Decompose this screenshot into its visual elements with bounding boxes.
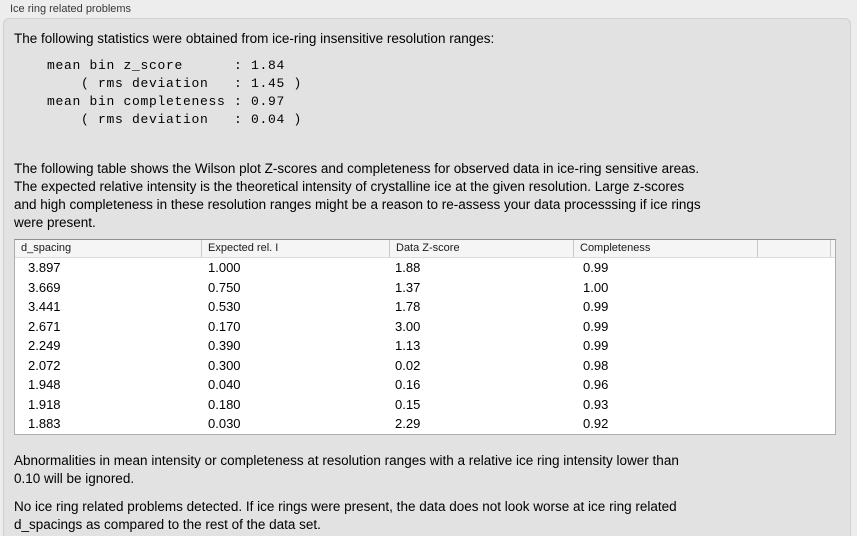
column-header-1[interactable]: Expected rel. I xyxy=(201,240,389,257)
table-cell: 0.16 xyxy=(395,377,421,392)
table-row-filler xyxy=(757,414,835,434)
table-cell: 0.92 xyxy=(583,416,609,431)
table-cell: 0.98 xyxy=(583,357,609,373)
conclusion-text: No ice ring related problems detected. I… xyxy=(14,498,677,532)
table-cell: 0.300 xyxy=(208,357,241,373)
table-row-filler xyxy=(757,278,835,298)
column-header-0[interactable]: d_spacing xyxy=(21,242,72,254)
table-cell: 0.390 xyxy=(208,338,241,353)
table-cell: 1.00 xyxy=(583,279,609,295)
table-cell: 1.000 xyxy=(208,260,241,275)
table-cell: 2.249 xyxy=(28,338,61,353)
table-row[interactable]: 3.441 0.530 1.78 0.99 xyxy=(15,297,835,317)
group-box-title: Ice ring related problems xyxy=(10,3,132,15)
table-row-filler xyxy=(757,375,835,395)
table-row-filler xyxy=(757,395,835,415)
table-cell: 0.030 xyxy=(208,416,241,431)
table-cell: 1.88 xyxy=(395,260,421,275)
table-description-text: The following table shows the Wilson plo… xyxy=(14,161,701,230)
table-cell: 3.441 xyxy=(28,299,61,314)
table-cell: 1.883 xyxy=(28,416,61,431)
table-cell: 3.00 xyxy=(395,318,421,334)
table-cell: 1.78 xyxy=(395,299,421,314)
table-cell: 2.072 xyxy=(28,357,61,373)
table-row[interactable]: 3.669 0.750 1.37 1.00 xyxy=(15,278,835,298)
table-cell: 3.897 xyxy=(28,260,61,275)
column-header-4[interactable] xyxy=(757,240,830,257)
table-cell: 0.99 xyxy=(583,299,609,314)
table-cell: 1.918 xyxy=(28,396,61,412)
table-row[interactable]: 1.883 0.030 2.29 0.92 xyxy=(15,414,835,434)
table-cell: 0.530 xyxy=(208,299,241,314)
ignore-note-text: Abnormalities in mean intensity or compl… xyxy=(14,452,679,486)
table-cell: 0.96 xyxy=(583,377,609,392)
column-header-3[interactable]: Completeness xyxy=(573,240,757,257)
table-cell: 0.02 xyxy=(395,357,421,373)
table-cell: 1.37 xyxy=(395,279,421,295)
table-cell: 2.29 xyxy=(395,416,421,431)
table-cell: 0.99 xyxy=(583,338,609,353)
table-cell: 0.99 xyxy=(583,260,609,275)
table-cell: 0.750 xyxy=(208,279,241,295)
table-row[interactable]: 3.897 1.000 1.88 0.99 xyxy=(15,258,835,278)
ice-ring-table[interactable]: d_spacing Expected rel. I Data Z-score Comp… xyxy=(14,239,836,435)
table-row[interactable]: 2.671 0.170 3.00 0.99 xyxy=(15,317,835,337)
table-cell: 2.671 xyxy=(28,318,61,334)
table-cell: 1.13 xyxy=(395,338,421,353)
table-row-filler xyxy=(757,297,835,317)
table-cell: 1.948 xyxy=(28,377,61,392)
table-row-filler xyxy=(757,317,835,337)
table-row[interactable]: 1.918 0.180 0.15 0.93 xyxy=(15,395,835,415)
table-body: 3.897 1.000 1.88 0.99 3.669 0.750 1.37 1.00 3.44… xyxy=(15,258,835,434)
table-row-filler xyxy=(757,336,835,356)
table-cell: 0.170 xyxy=(208,318,241,334)
table-cell: 3.669 xyxy=(28,279,61,295)
table-cell: 0.93 xyxy=(583,396,609,412)
table-row[interactable]: 2.072 0.300 0.02 0.98 xyxy=(15,356,835,376)
table-header: d_spacing Expected rel. I Data Z-score Comp… xyxy=(15,240,835,258)
column-header-filler xyxy=(830,240,835,257)
ice-ring-group-box: The following statistics were obtained f… xyxy=(3,18,851,536)
table-cell: 0.99 xyxy=(583,318,609,334)
column-header-2[interactable]: Data Z-score xyxy=(389,240,573,257)
stats-block: mean bin z_score : 1.84 ( rms deviation … xyxy=(47,58,303,127)
table-row[interactable]: 1.948 0.040 0.16 0.96 xyxy=(15,375,835,395)
intro-text: The following statistics were obtained f… xyxy=(14,31,495,46)
table-row-filler xyxy=(757,356,835,376)
table-row[interactable]: 2.249 0.390 1.13 0.99 xyxy=(15,336,835,356)
table-cell: 0.15 xyxy=(395,396,421,412)
table-cell: 0.040 xyxy=(208,377,241,392)
table-row-filler xyxy=(757,258,835,278)
table-cell: 0.180 xyxy=(208,396,241,412)
